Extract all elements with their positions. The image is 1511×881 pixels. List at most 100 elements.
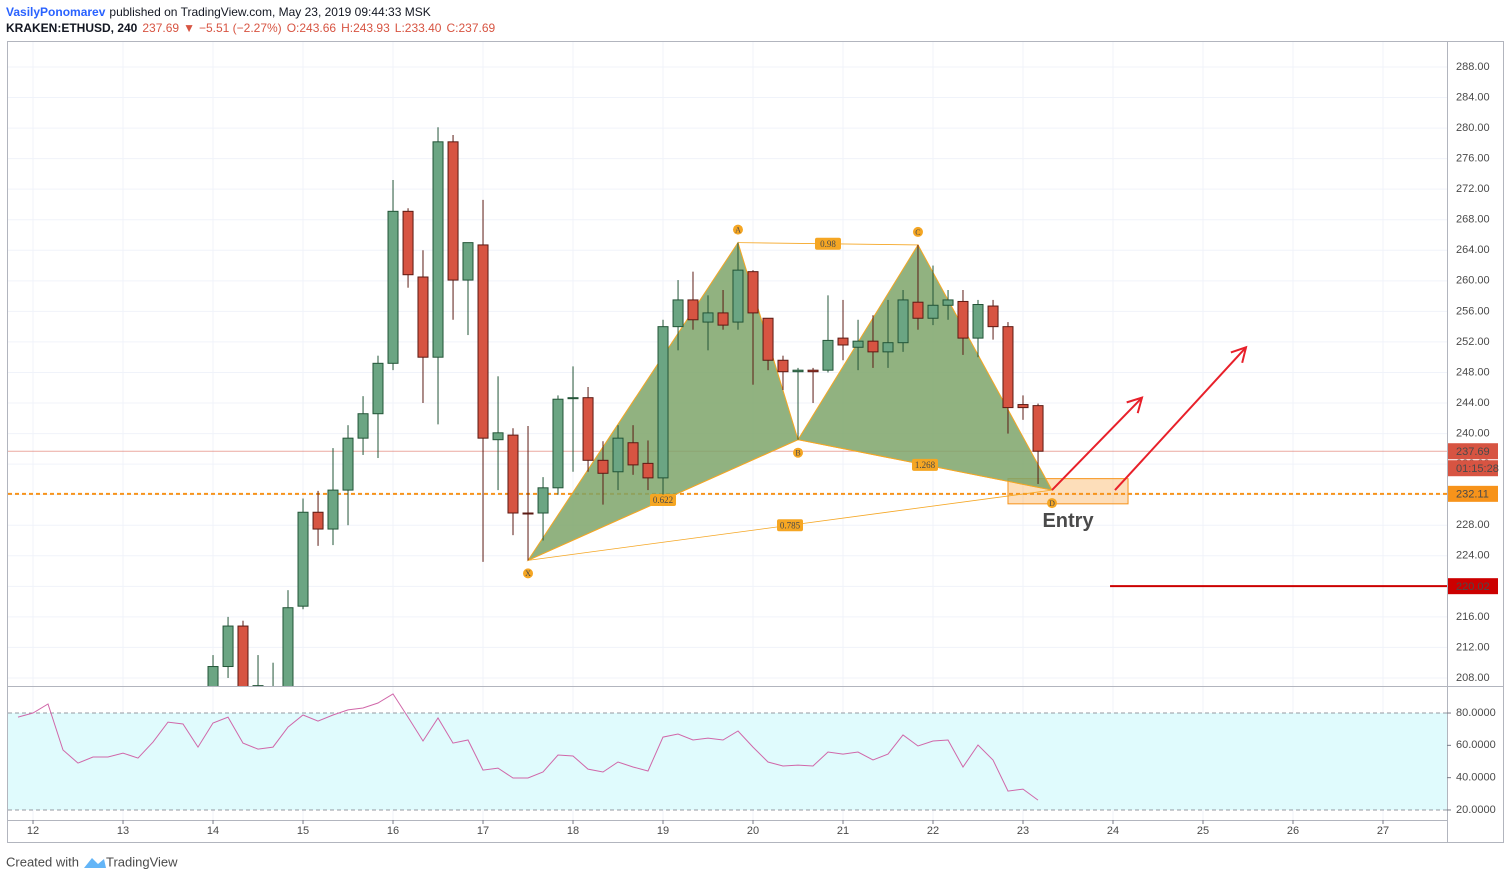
ratio-label: 0.98 <box>820 239 836 249</box>
ratio-label: 1.268 <box>915 460 936 470</box>
x-tick-label: 25 <box>1197 825 1209 837</box>
y-tick-label: 40.0000 <box>1456 772 1496 784</box>
rsi-band <box>8 713 1447 810</box>
candle-body <box>477 244 489 439</box>
header-line: VasilyPonomarev published on TradingView.… <box>6 5 431 19</box>
price-tag <box>1448 485 1498 502</box>
y-tick-label: 256.00 <box>1456 305 1490 317</box>
y-tick-label: 268.00 <box>1456 214 1490 226</box>
candle-body <box>402 210 414 276</box>
ohlc: O:243.66 <box>287 21 337 35</box>
y-tick-label: 208.00 <box>1456 672 1490 684</box>
candle-body <box>462 242 474 281</box>
ratio-box <box>814 237 841 250</box>
y-tick-label: 240.00 <box>1456 427 1490 439</box>
y-tick-label: 80.0000 <box>1456 707 1496 719</box>
candle-body <box>792 369 804 373</box>
arrow <box>1051 396 1143 491</box>
x-tick-label: 12 <box>27 825 39 837</box>
y-tick-label: 264.00 <box>1456 244 1490 256</box>
y-tick-label: 216.00 <box>1456 611 1490 623</box>
candle-body <box>762 317 774 361</box>
candle-body <box>807 369 819 373</box>
logo <box>84 858 106 868</box>
y-tick-label: 288.00 <box>1456 61 1490 73</box>
x-tick-label: 17 <box>477 825 489 837</box>
candle-body <box>867 340 879 353</box>
candle-body <box>627 442 639 466</box>
y-tick-label: 272.00 <box>1456 183 1490 195</box>
candle-body <box>567 397 579 400</box>
candle-body <box>492 432 504 441</box>
candle-body <box>777 359 789 373</box>
candle-body <box>717 312 729 326</box>
candle-body <box>297 511 309 607</box>
published: published on TradingView.com, May 23, 20… <box>109 5 430 19</box>
x-tick-label: 21 <box>837 825 849 837</box>
price-tag-label: 220.02 <box>1456 581 1490 593</box>
y-tick-label: 244.00 <box>1456 397 1490 409</box>
candle-body <box>882 342 894 353</box>
y-tick-label: 60.0000 <box>1456 739 1496 751</box>
ohlc: L:233.40 <box>395 21 442 35</box>
candle-body <box>387 210 399 364</box>
x-tick-label: 16 <box>387 825 399 837</box>
candle-body <box>987 305 999 328</box>
candle-body <box>252 685 264 686</box>
entry-label: Entry <box>1042 510 1094 532</box>
price-tag-label: 01:15:28 <box>1456 463 1499 475</box>
candle-body <box>927 304 939 319</box>
candle-body <box>342 437 354 491</box>
y-tick-label: 228.00 <box>1456 519 1490 531</box>
frame <box>7 41 1504 843</box>
pattern-point-label: C <box>915 228 920 237</box>
pattern-point <box>793 447 804 458</box>
symbol: KRAKEN:ETHUSD, 240 <box>6 21 138 35</box>
arrow <box>1114 346 1247 491</box>
pattern-point-label: D <box>1049 499 1055 508</box>
ohlc: H:243.93 <box>341 21 390 35</box>
rsi-line <box>17 693 1039 801</box>
symbol-line: KRAKEN:ETHUSD, 240 237.69 ▼ −5.51 (−2.27%) O… <box>6 21 496 35</box>
candle-body <box>657 326 669 479</box>
arrow-head <box>1230 345 1248 364</box>
y-tick-label: 260.00 <box>1456 275 1490 287</box>
candle-body <box>372 362 384 415</box>
candle-body <box>687 299 699 321</box>
candle-body <box>642 462 654 479</box>
candle-body <box>312 511 324 530</box>
candle-body <box>837 337 849 346</box>
ratio-label: 0.785 <box>780 520 801 530</box>
candle-body <box>207 666 219 686</box>
candle-body <box>612 437 624 473</box>
x-tick-label: 19 <box>657 825 669 837</box>
change: −5.51 (−2.27%) <box>199 21 282 35</box>
y-tick-label: 280.00 <box>1456 122 1490 134</box>
candle-body <box>1002 326 1014 409</box>
x-tick-label: 23 <box>1017 825 1029 837</box>
arrow: ▼ <box>183 21 195 35</box>
candle-body <box>822 339 834 371</box>
pattern-point <box>732 224 743 235</box>
x-tick-label: 14 <box>207 825 219 837</box>
arrow-head <box>1126 396 1144 414</box>
candle-body <box>552 398 564 489</box>
candle-body <box>942 299 954 306</box>
candle-body <box>747 271 759 314</box>
candle-body <box>897 299 909 344</box>
x-tick-label: 20 <box>747 825 759 837</box>
candle-body <box>852 340 864 348</box>
candle-body <box>432 141 444 358</box>
candle-body <box>597 459 609 474</box>
pattern-point-label: A <box>735 225 741 234</box>
x-tick-label: 24 <box>1107 825 1119 837</box>
ohlc: C:237.69 <box>446 21 495 35</box>
author: VasilyPonomarev <box>6 5 106 19</box>
y-tick-label: 20.0000 <box>1456 804 1496 816</box>
candle-body <box>957 300 969 339</box>
candle-body <box>1017 404 1029 409</box>
pattern-point <box>1046 498 1057 509</box>
ratio-box <box>650 494 677 507</box>
candle-body <box>222 625 234 668</box>
price-tag <box>1448 578 1498 595</box>
